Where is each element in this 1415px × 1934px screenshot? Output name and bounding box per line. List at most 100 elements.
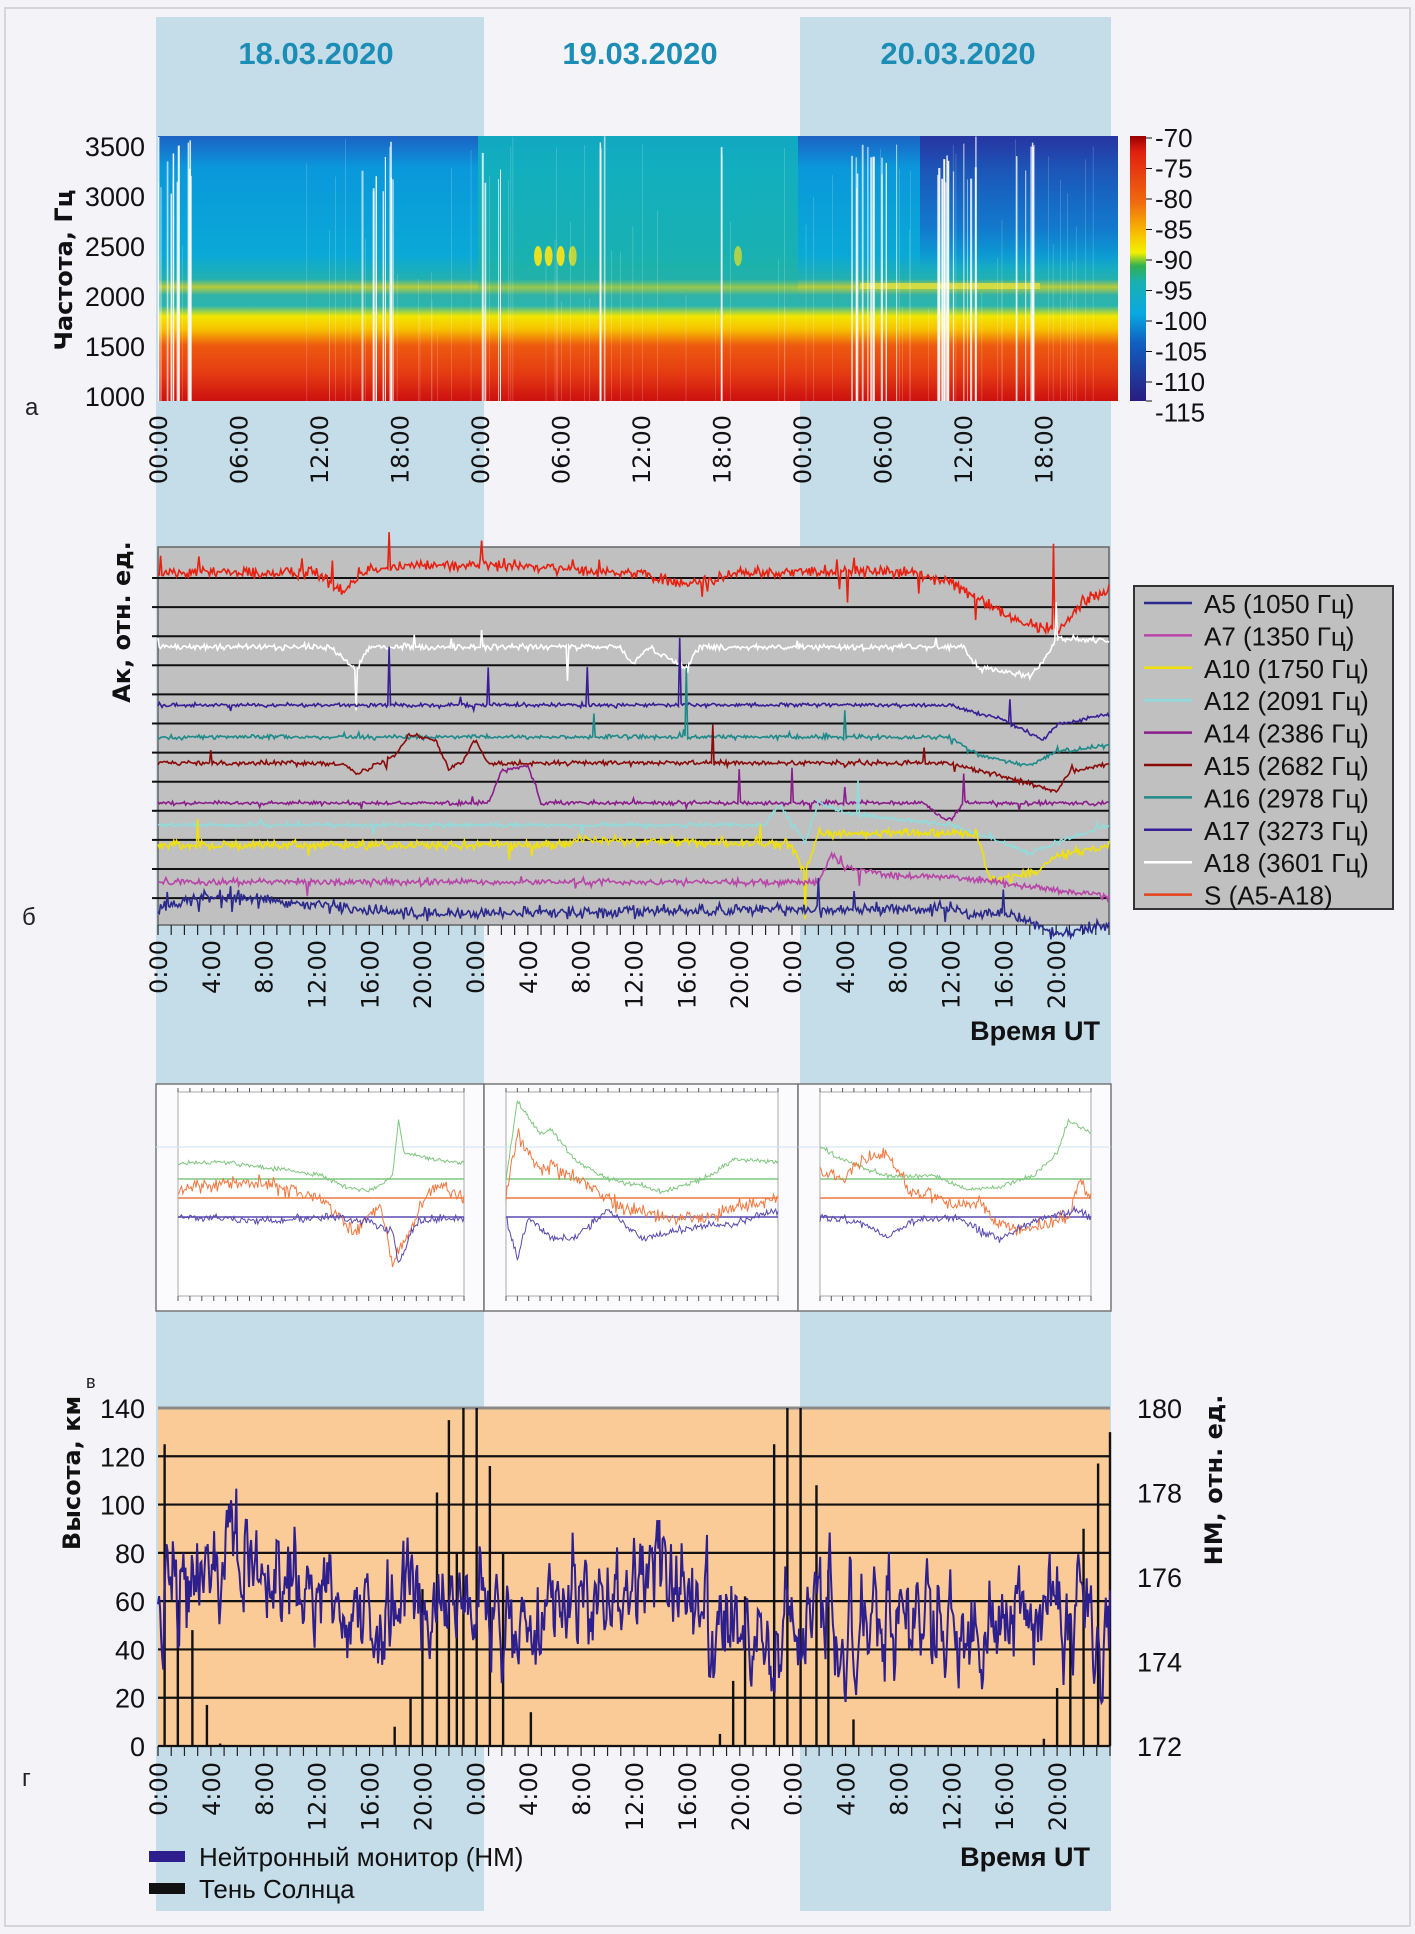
series-line-a17 bbox=[157, 637, 1110, 741]
y-tick-label: 0 bbox=[130, 1732, 145, 1762]
panel-g-neutron-monitor: 140 120 100 80 60 40 20 0 180 178 176 174 172 0:00 4:… bbox=[22, 1372, 1228, 1904]
component-y-line bbox=[505, 1128, 779, 1227]
x-tick-label: 12:00 bbox=[306, 415, 334, 484]
panel-b-x-axis-title: Время UT bbox=[970, 1016, 1100, 1046]
series-line-a10 bbox=[157, 818, 1110, 920]
panel-g-legend: Нейтронный монитор (НМ) Тень Солнца bbox=[149, 1842, 523, 1904]
x-tick-label: 4:00 bbox=[833, 1762, 861, 1816]
component-z-line bbox=[819, 1204, 1092, 1243]
panel-b-legend: A5 (1050 Гц)A7 (1350 Гц)A10 (1750 Гц)A12… bbox=[1133, 585, 1394, 911]
colorbar-ticks: -70-75-80-85-90-95-100-105-110-115 bbox=[1146, 123, 1207, 428]
panel-b-y-axis-title: Ак, отн. ед. bbox=[108, 541, 136, 703]
x-tick-label: 8:00 bbox=[885, 940, 913, 994]
x-tick-label: 4:00 bbox=[515, 1762, 543, 1816]
y-tick-label: 3000 bbox=[85, 182, 145, 212]
x-tick-label: 20:00 bbox=[409, 1762, 437, 1831]
y-tick-label: 120 bbox=[100, 1442, 145, 1472]
x-tick-label: 06:00 bbox=[226, 415, 254, 484]
x-tick-label: 8:00 bbox=[885, 1762, 913, 1816]
legend-label-neutron-monitor: Нейтронный монитор (НМ) bbox=[199, 1842, 523, 1872]
x-tick-label: 0:00 bbox=[779, 940, 807, 994]
y2-tick-label: 174 bbox=[1137, 1648, 1182, 1678]
legend-label: A5 (1050 Гц) bbox=[1204, 589, 1354, 619]
x-tick-label: 0:00 bbox=[145, 940, 173, 994]
panel-b-series bbox=[157, 532, 1110, 941]
x-tick-label: 8:00 bbox=[251, 1762, 279, 1816]
y-tick-label: 3500 bbox=[85, 132, 145, 162]
magnetogram-3 bbox=[797, 1083, 1112, 1312]
yellow-patch bbox=[534, 246, 542, 266]
magnetogram-plot-area bbox=[819, 1091, 1092, 1297]
x-tick-label: 16:00 bbox=[357, 1762, 385, 1831]
colorbar-tick-label: -100 bbox=[1155, 306, 1207, 336]
x-tick-label: 20:00 bbox=[409, 940, 437, 1009]
x-tick-label: 18:00 bbox=[387, 415, 415, 484]
panel-a-y-axis-title: Частота, Гц bbox=[50, 190, 78, 351]
panel-g-y-axis-title: Высота, км bbox=[58, 1396, 86, 1550]
legend-label: A15 (2682 Гц) bbox=[1204, 751, 1369, 781]
legend-label: A18 (3601 Гц) bbox=[1204, 848, 1369, 878]
legend-label: S (A5-A18) bbox=[1204, 881, 1333, 911]
x-tick-label: 06:00 bbox=[548, 415, 576, 484]
legend-label: A17 (3273 Гц) bbox=[1204, 816, 1369, 846]
y-tick-label: 100 bbox=[100, 1491, 145, 1521]
x-tick-label: 12:00 bbox=[621, 1762, 649, 1831]
x-tick-label: 00:00 bbox=[789, 415, 817, 484]
x-tick-label: 16:00 bbox=[990, 940, 1018, 1009]
legend-label-sun-shadow: Тень Солнца bbox=[199, 1874, 355, 1904]
y-tick-label: 2500 bbox=[85, 232, 145, 262]
spectrogram-features bbox=[157, 136, 1094, 401]
x-tick-label: 8:00 bbox=[568, 940, 596, 994]
yellow-patch bbox=[556, 246, 565, 266]
x-tick-label: 12:00 bbox=[950, 415, 978, 484]
x-tick-label: 0:00 bbox=[462, 1762, 490, 1816]
y2-tick-label: 180 bbox=[1137, 1394, 1182, 1424]
legend-label: A7 (1350 Гц) bbox=[1204, 621, 1354, 651]
component-z-line bbox=[177, 1212, 465, 1263]
x-tick-label: 20:00 bbox=[1043, 940, 1071, 1009]
narrowband-line bbox=[860, 283, 1040, 289]
y-tick-label: 1000 bbox=[85, 382, 145, 412]
spectrogram-day2-overlay bbox=[478, 136, 798, 401]
component-x-line bbox=[819, 1118, 1092, 1191]
x-tick-label: 8:00 bbox=[568, 1762, 596, 1816]
component-x-line bbox=[177, 1119, 465, 1193]
yellow-patch bbox=[734, 246, 742, 266]
colorbar-tick-label: -105 bbox=[1155, 337, 1207, 367]
y-tick-label: 40 bbox=[115, 1635, 145, 1665]
y-tick-label: 140 bbox=[100, 1394, 145, 1424]
legend-label: A12 (2091 Гц) bbox=[1204, 686, 1369, 716]
colorbar-tick-label: -90 bbox=[1155, 245, 1193, 275]
series-line-a15 bbox=[157, 724, 1110, 794]
y-tick-label: 80 bbox=[115, 1539, 145, 1569]
y-tick-label: 20 bbox=[115, 1684, 145, 1714]
x-tick-label: 00:00 bbox=[467, 415, 495, 484]
x-tick-label: 16:00 bbox=[674, 1762, 702, 1831]
series-line-a7 bbox=[157, 850, 1110, 904]
colorbar-tick-label: -80 bbox=[1155, 184, 1193, 214]
panel-b-x-ticks: 0:00 4:00 8:00 12:00 16:00 20:00 0:00 4:00 8:00 1… bbox=[145, 940, 1071, 1009]
y2-tick-label: 176 bbox=[1137, 1563, 1182, 1593]
x-tick-label: 12:00 bbox=[621, 940, 649, 1009]
component-y-line bbox=[819, 1147, 1092, 1236]
x-tick-label: 0:00 bbox=[780, 1762, 808, 1816]
panel-a-x-ticks: 00:00 06:00 12:00 18:00 00:00 06:00 12:00 18:00… bbox=[145, 415, 1059, 484]
neutron-monitor-line bbox=[157, 1488, 1111, 1706]
panel-v-magnetograms bbox=[155, 1083, 1112, 1312]
x-tick-label: 12:00 bbox=[304, 940, 332, 1009]
panel-label-g: г bbox=[22, 1765, 31, 1792]
y-tick-label: 1500 bbox=[85, 332, 145, 362]
panel-label-a: а bbox=[25, 394, 39, 421]
series-line-s bbox=[157, 532, 1110, 636]
magnetogram-2 bbox=[483, 1083, 799, 1312]
day-label-20-03: 20.03.2020 bbox=[880, 36, 1035, 71]
series-line-a12 bbox=[157, 780, 1110, 857]
legend-label: A10 (1750 Гц) bbox=[1204, 654, 1369, 684]
x-tick-label: 20:00 bbox=[1044, 1762, 1072, 1831]
x-tick-label: 4:00 bbox=[832, 940, 860, 994]
day-label-18-03: 18.03.2020 bbox=[238, 36, 393, 71]
panel-g-y2-axis-title: НМ, отн. ед. bbox=[1200, 1395, 1228, 1566]
x-tick-label: 18:00 bbox=[1031, 415, 1059, 484]
x-tick-label: 4:00 bbox=[198, 1762, 226, 1816]
x-tick-label: 8:00 bbox=[251, 940, 279, 994]
